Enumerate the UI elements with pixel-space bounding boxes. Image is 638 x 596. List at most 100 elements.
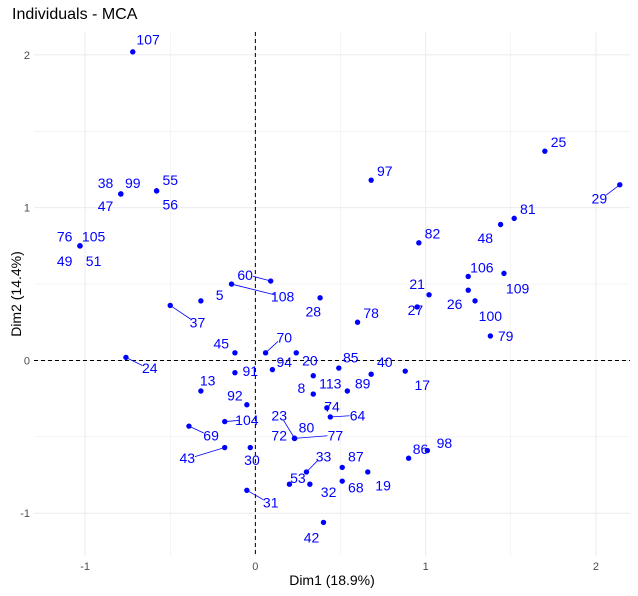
data-point — [291, 435, 298, 442]
point-label: 94 — [277, 354, 293, 370]
data-point — [405, 455, 412, 461]
data-point — [77, 243, 83, 249]
point-label: 64 — [350, 407, 366, 423]
data-point — [310, 391, 316, 397]
data-point — [416, 240, 422, 246]
point-label: 13 — [200, 372, 216, 388]
data-point — [269, 366, 276, 373]
y-tick-label: 1 — [24, 203, 30, 215]
data-point — [414, 304, 420, 310]
data-point — [320, 519, 327, 526]
data-point — [307, 481, 313, 487]
point-label: 32 — [321, 484, 337, 500]
point-label: 33 — [316, 449, 332, 465]
point-label: 89 — [355, 375, 371, 391]
data-point — [198, 388, 204, 394]
x-tick-label: -1 — [80, 561, 90, 573]
data-point — [262, 350, 269, 356]
y-axis-title: Dim2 (14.4%) — [8, 251, 24, 337]
chart-title: Individuals - MCA — [12, 6, 138, 23]
label-leader-line — [605, 184, 621, 196]
data-point — [465, 287, 471, 293]
point-label: 49 — [57, 253, 73, 269]
point-label: 77 — [328, 427, 344, 443]
point-label: 20 — [302, 352, 318, 368]
data-point — [424, 447, 431, 454]
point-label: 80 — [299, 420, 315, 436]
point-label: 107 — [136, 32, 160, 48]
data-point — [130, 49, 136, 55]
data-point — [232, 350, 238, 356]
point-label: 69 — [203, 427, 219, 443]
point-label: 29 — [592, 191, 608, 207]
point-label: 70 — [277, 330, 293, 346]
label-leader-line — [170, 305, 191, 320]
data-point — [339, 478, 345, 484]
data-point — [310, 373, 316, 379]
point-label: 19 — [375, 478, 391, 494]
data-point — [267, 278, 274, 284]
data-point — [368, 177, 374, 183]
reference-lines — [34, 32, 630, 556]
point-label: 23 — [271, 407, 287, 423]
data-point — [511, 215, 517, 222]
point-label: 106 — [470, 259, 494, 275]
data-point — [118, 191, 124, 197]
data-point — [501, 270, 507, 277]
grid — [34, 32, 630, 556]
point-label: 79 — [498, 328, 514, 344]
point-label: 100 — [479, 308, 503, 324]
data-point — [153, 188, 160, 194]
data-point — [344, 388, 351, 394]
data-point — [303, 469, 310, 475]
data-point — [244, 402, 250, 408]
data-point — [198, 298, 204, 304]
point-label: 31 — [263, 495, 279, 511]
data-points — [77, 49, 623, 526]
data-point — [487, 333, 494, 339]
point-label: 85 — [343, 349, 359, 365]
x-tick-label: 0 — [252, 561, 258, 573]
point-label: 87 — [348, 449, 364, 465]
point-label: 40 — [377, 354, 393, 370]
point-label: 47 — [98, 198, 114, 214]
data-point — [123, 354, 129, 361]
data-point — [465, 273, 471, 280]
data-point — [617, 182, 623, 188]
label-leader-line — [330, 415, 350, 418]
x-tick-label: 2 — [593, 561, 599, 573]
point-label: 82 — [425, 226, 441, 242]
point-label: 105 — [82, 229, 106, 245]
data-point — [286, 481, 293, 487]
data-point — [327, 414, 333, 420]
point-label: 92 — [227, 388, 243, 404]
point-label: 28 — [305, 304, 321, 320]
point-label: 55 — [162, 172, 178, 188]
point-label: 108 — [271, 288, 295, 304]
point-label: 30 — [244, 452, 260, 468]
data-point — [402, 368, 408, 374]
label-leader-lines — [125, 184, 621, 501]
point-label: 27 — [408, 302, 424, 318]
point-label: 60 — [237, 267, 253, 283]
label-leader-line — [194, 447, 225, 457]
data-point — [542, 148, 548, 154]
point-label: 78 — [363, 305, 379, 321]
label-leader-line — [283, 420, 295, 439]
data-point — [497, 221, 504, 228]
point-label: 113 — [319, 375, 342, 391]
label-leader-line — [294, 435, 328, 439]
axis-ticks: -1 0 1 2 -1 0 1 2 — [20, 50, 599, 573]
data-point — [228, 281, 235, 287]
label-leader-line — [252, 275, 271, 282]
data-point — [426, 292, 432, 298]
point-label: 45 — [214, 336, 230, 352]
point-label: 24 — [142, 360, 158, 376]
data-point — [293, 350, 299, 356]
data-point — [247, 444, 253, 451]
point-label: 91 — [242, 363, 258, 379]
y-tick-label: 0 — [24, 355, 30, 367]
point-label: 38 — [98, 175, 114, 191]
